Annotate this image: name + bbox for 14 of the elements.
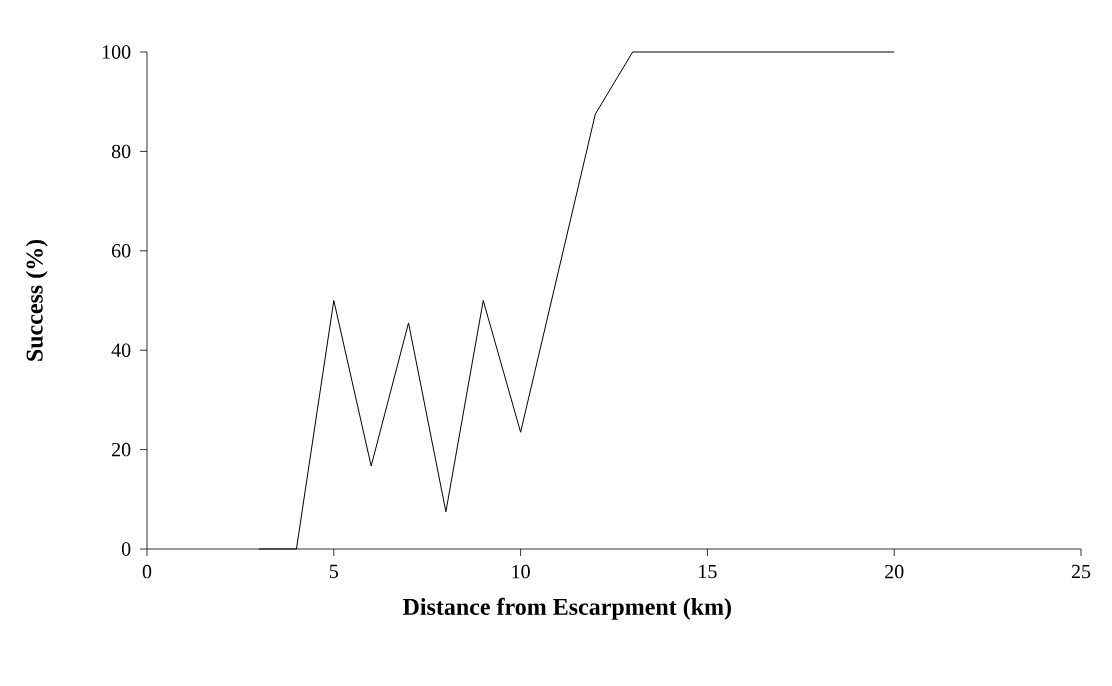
x-tick-label: 5 — [329, 564, 339, 579]
x-axis-title: Distance from Escarpment (km) — [402, 597, 731, 620]
x-tick-label: 20 — [885, 564, 904, 579]
y-axis-title: Success (%) — [25, 239, 48, 361]
y-tick-label: 100 — [102, 45, 131, 59]
y-tick-label: 60 — [111, 244, 131, 258]
x-tick-label: 0 — [142, 564, 152, 579]
y-tick-label: 20 — [112, 442, 131, 457]
x-tick-label: 15 — [699, 564, 717, 579]
x-tick-label: 10 — [512, 564, 530, 579]
y-tick-label: 0 — [121, 542, 131, 556]
y-tick-label: 40 — [111, 343, 131, 357]
x-tick-label: 25 — [1071, 564, 1091, 579]
y-tick-label: 80 — [111, 144, 131, 159]
